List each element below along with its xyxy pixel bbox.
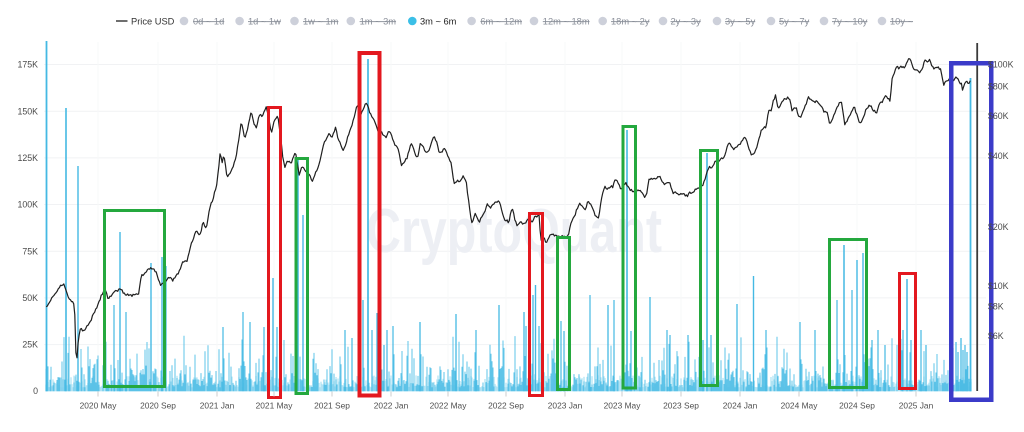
svg-text:2021 May: 2021 May <box>256 400 294 410</box>
svg-text:2022 May: 2022 May <box>430 400 468 410</box>
svg-text:2022 Jan: 2022 Jan <box>374 400 409 410</box>
svg-text:$80K: $80K <box>988 82 1009 92</box>
svg-text:2024 Jan: 2024 Jan <box>723 400 758 410</box>
svg-text:2021 Jan: 2021 Jan <box>200 400 235 410</box>
svg-text:1m ~ 3m: 1m ~ 3m <box>360 16 397 26</box>
svg-text:10y ~: 10y ~ <box>890 16 914 26</box>
svg-text:2023 Sep: 2023 Sep <box>663 400 699 410</box>
svg-text:12m ~ 18m: 12m ~ 18m <box>543 16 590 26</box>
svg-text:$10K: $10K <box>988 281 1009 291</box>
svg-text:$60K: $60K <box>988 111 1009 121</box>
svg-text:$100K: $100K <box>988 60 1014 70</box>
svg-text:$6K: $6K <box>988 331 1004 341</box>
svg-text:6m ~ 12m: 6m ~ 12m <box>480 16 522 26</box>
svg-text:0d ~ 1d: 0d ~ 1d <box>193 16 224 26</box>
svg-text:1w ~ 1m: 1w ~ 1m <box>303 16 339 26</box>
svg-text:2020 May: 2020 May <box>80 400 118 410</box>
svg-text:$20K: $20K <box>988 222 1009 232</box>
svg-text:7y ~ 10y: 7y ~ 10y <box>832 16 868 26</box>
svg-text:2020 Sep: 2020 Sep <box>140 400 176 410</box>
svg-text:100K: 100K <box>17 200 38 210</box>
svg-text:$40K: $40K <box>988 151 1009 161</box>
svg-text:2022 Sep: 2022 Sep <box>488 400 524 410</box>
svg-text:0: 0 <box>33 386 38 396</box>
svg-text:50K: 50K <box>22 293 38 303</box>
svg-text:2024 May: 2024 May <box>781 400 819 410</box>
svg-text:2023 May: 2023 May <box>604 400 642 410</box>
svg-text:2025 Jan: 2025 Jan <box>899 400 934 410</box>
svg-text:3y ~ 5y: 3y ~ 5y <box>725 16 756 26</box>
svg-text:2023 Jan: 2023 Jan <box>548 400 583 410</box>
svg-text:$8K: $8K <box>988 302 1004 312</box>
svg-text:CryptoQuant: CryptoQuant <box>366 197 662 266</box>
svg-text:25K: 25K <box>22 340 38 350</box>
svg-text:Price USD: Price USD <box>131 16 175 26</box>
svg-text:1d ~ 1w: 1d ~ 1w <box>248 16 281 26</box>
svg-text:175K: 175K <box>17 60 38 70</box>
svg-text:2021 Sep: 2021 Sep <box>314 400 350 410</box>
svg-text:2y ~ 3y: 2y ~ 3y <box>671 16 702 26</box>
svg-text:125K: 125K <box>17 153 38 163</box>
svg-text:18m ~ 2y: 18m ~ 2y <box>611 16 650 26</box>
svg-text:2024 Sep: 2024 Sep <box>839 400 875 410</box>
svg-text:75K: 75K <box>22 246 38 256</box>
svg-text:3m ~ 6m: 3m ~ 6m <box>420 16 457 26</box>
svg-text:5y ~ 7y: 5y ~ 7y <box>779 16 810 26</box>
svg-text:150K: 150K <box>17 106 38 116</box>
